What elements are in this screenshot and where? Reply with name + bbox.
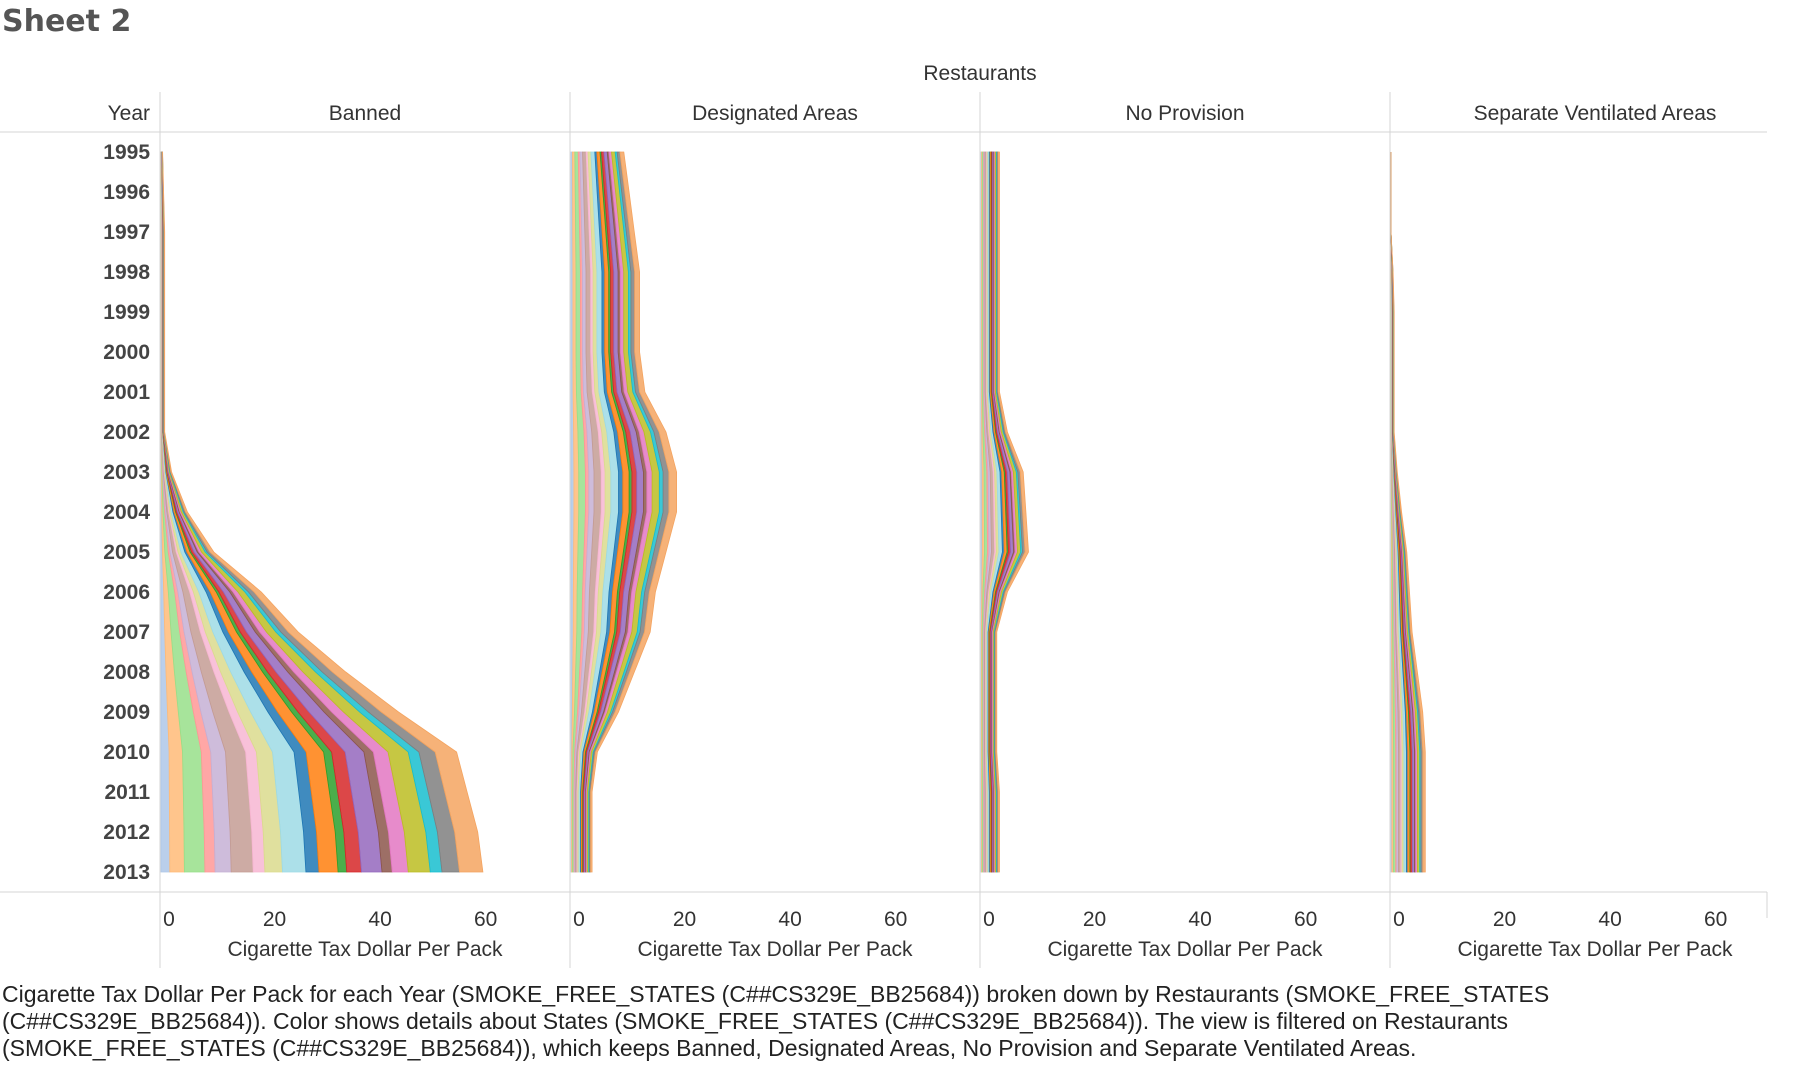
panel-header: Designated Areas bbox=[692, 102, 858, 125]
x-tick-label: 60 bbox=[1704, 908, 1727, 931]
x-tick-label: 60 bbox=[474, 908, 497, 931]
chart-frame bbox=[0, 92, 1768, 968]
chart-labels: Restaurants Year Banned Designated Areas No … bbox=[103, 62, 1733, 961]
state-area bbox=[1390, 152, 1426, 873]
year-label: 1996 bbox=[103, 181, 150, 204]
x-tick-label: 20 bbox=[263, 908, 286, 931]
x-tick-label: 0 bbox=[573, 908, 585, 931]
panel-header: Separate Ventilated Areas bbox=[1474, 102, 1717, 125]
x-tick-label: 40 bbox=[1188, 908, 1211, 931]
faceted-area-chart: Restaurants Year Banned Designated Areas No … bbox=[0, 62, 1768, 968]
chart-areas bbox=[160, 151, 1426, 873]
x-tick-label: 20 bbox=[1493, 908, 1516, 931]
column-header-restaurants: Restaurants bbox=[923, 62, 1036, 85]
x-tick-label: 60 bbox=[1294, 908, 1317, 931]
year-label: 1999 bbox=[103, 301, 150, 324]
year-label: 2004 bbox=[103, 501, 150, 524]
year-label: 1998 bbox=[103, 261, 150, 284]
year-label: 2012 bbox=[103, 821, 150, 844]
x-axis-label: Cigarette Tax Dollar Per Pack bbox=[1457, 938, 1733, 961]
x-tick-label: 20 bbox=[673, 908, 696, 931]
year-label: 2006 bbox=[103, 581, 150, 604]
panel-header: Banned bbox=[329, 102, 401, 125]
x-tick-label: 40 bbox=[368, 908, 391, 931]
year-label: 2013 bbox=[103, 861, 150, 884]
x-axis-label: Cigarette Tax Dollar Per Pack bbox=[637, 938, 913, 961]
year-label: 2008 bbox=[103, 661, 150, 684]
year-label: 2009 bbox=[103, 701, 150, 724]
year-label: 1995 bbox=[103, 141, 150, 164]
row-header-year: Year bbox=[108, 102, 150, 125]
year-label: 2000 bbox=[103, 341, 150, 364]
x-tick-label: 40 bbox=[778, 908, 801, 931]
year-label: 2010 bbox=[103, 741, 150, 764]
year-label: 2002 bbox=[103, 421, 150, 444]
x-tick-label: 0 bbox=[983, 908, 995, 931]
x-axis-label: Cigarette Tax Dollar Per Pack bbox=[1047, 938, 1323, 961]
year-label: 2005 bbox=[103, 541, 150, 564]
x-tick-label: 0 bbox=[1393, 908, 1405, 931]
x-tick-label: 60 bbox=[884, 908, 907, 931]
year-label: 1997 bbox=[103, 221, 150, 244]
x-axis-label: Cigarette Tax Dollar Per Pack bbox=[227, 938, 503, 961]
year-label: 2001 bbox=[103, 381, 150, 404]
state-area bbox=[995, 151, 1029, 873]
sheet-title: Sheet 2 bbox=[2, 4, 132, 39]
panel-header: No Provision bbox=[1125, 102, 1244, 125]
x-tick-label: 0 bbox=[163, 908, 175, 931]
year-label: 2011 bbox=[104, 781, 150, 804]
x-tick-label: 20 bbox=[1083, 908, 1106, 931]
state-area bbox=[590, 151, 677, 873]
year-label: 2003 bbox=[103, 461, 150, 484]
x-tick-label: 40 bbox=[1598, 908, 1621, 931]
state-area bbox=[162, 151, 484, 873]
chart-caption: Cigarette Tax Dollar Per Pack for each Y… bbox=[2, 981, 1550, 1061]
year-label: 2007 bbox=[103, 621, 150, 644]
